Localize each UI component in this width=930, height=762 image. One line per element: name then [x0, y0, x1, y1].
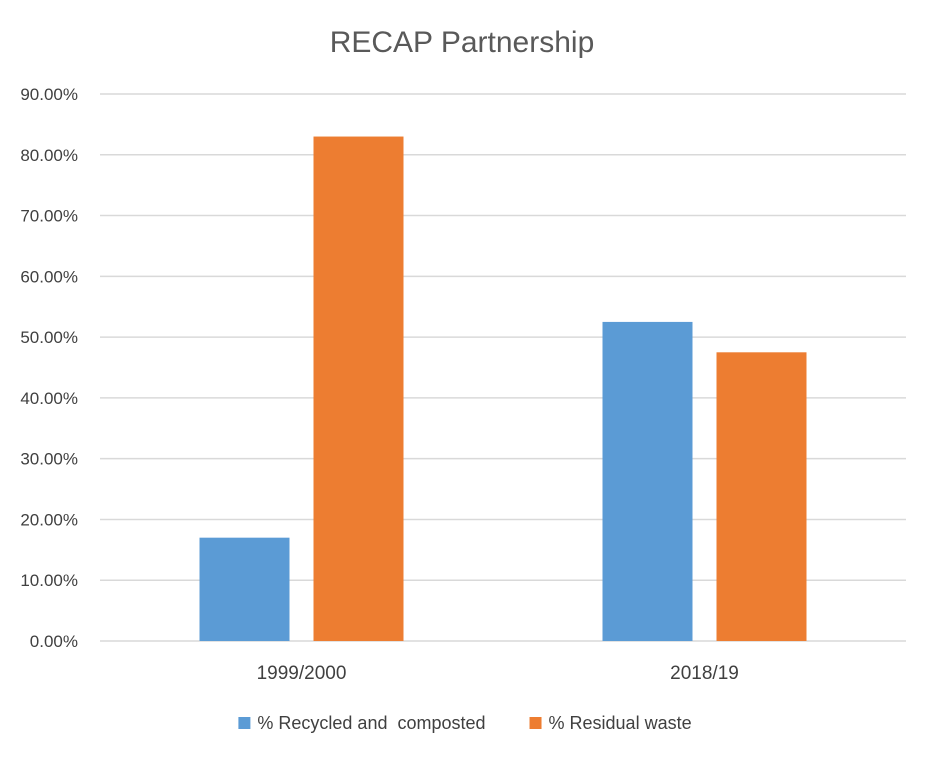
legend-item: % Recycled and composted [238, 713, 486, 733]
legend-swatch [529, 717, 542, 729]
legend-item: % Residual waste [529, 713, 692, 733]
y-tick-label: 60.00% [20, 267, 78, 286]
y-tick-label: 80.00% [20, 146, 78, 165]
bar [199, 537, 290, 641]
y-tick-label: 50.00% [20, 328, 78, 347]
y-tick-label: 40.00% [20, 389, 78, 408]
x-axis-tick-labels: 1999/2000 2018/19 [257, 663, 739, 684]
legend: % Recycled and composted % Residual waste [238, 713, 692, 733]
bars [199, 136, 807, 642]
bar [716, 352, 807, 641]
bar [313, 136, 404, 642]
chart-title: RECAP Partnership [330, 26, 595, 59]
y-tick-label: 10.00% [20, 571, 78, 590]
y-tick-label: 0.00% [30, 632, 78, 651]
y-tick-label: 90.00% [20, 85, 78, 104]
legend-swatch [238, 717, 251, 729]
bar [602, 321, 693, 641]
y-axis-tick-labels: 0.00% 10.00% 20.00% 30.00% 40.00% 50.00% 60.00… [20, 85, 78, 651]
legend-label: % Recycled and composted [257, 713, 485, 733]
y-tick-label: 70.00% [20, 207, 78, 226]
x-tick-label: 2018/19 [670, 663, 739, 684]
x-tick-label: 1999/2000 [257, 663, 347, 684]
y-tick-label: 30.00% [20, 450, 78, 469]
legend-label: % Residual waste [549, 713, 692, 733]
y-tick-label: 20.00% [20, 510, 78, 529]
